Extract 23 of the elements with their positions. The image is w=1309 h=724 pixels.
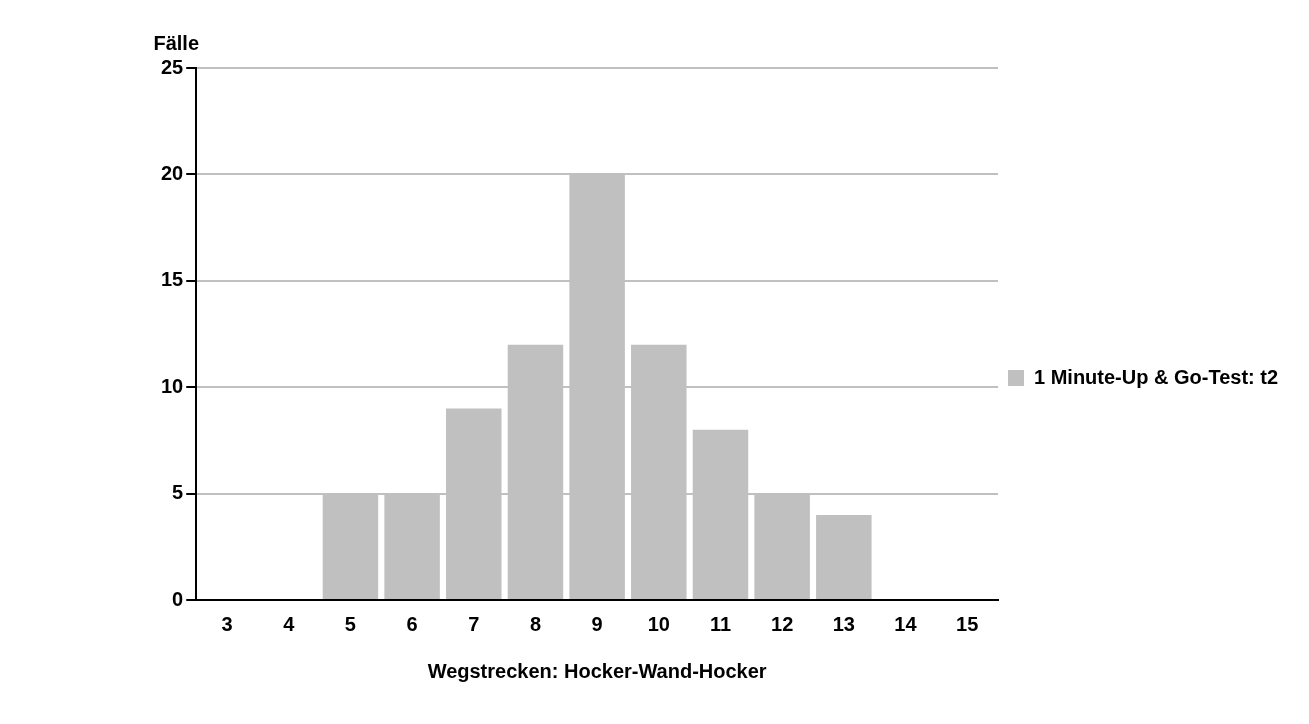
- x-tick-label: 3: [221, 612, 233, 635]
- x-tick-label: 4: [283, 612, 296, 635]
- x-tick-label: 7: [468, 612, 480, 635]
- y-tick-label: 0: [172, 587, 184, 610]
- y-axis-title: Fälle: [153, 31, 200, 54]
- y-tick-label: 20: [161, 161, 184, 184]
- y-tick-label: 10: [161, 374, 184, 397]
- x-tick-label: 6: [406, 612, 418, 635]
- x-tick-label: 9: [591, 612, 603, 635]
- x-tick-label: 13: [832, 612, 855, 635]
- bar: [816, 514, 872, 599]
- y-tick-label: 5: [172, 481, 184, 504]
- x-tick-label: 11: [709, 612, 732, 635]
- legend-label: 1 Minute-Up & Go-Test: t2: [1034, 365, 1279, 388]
- y-tick-label: 25: [161, 55, 184, 78]
- y-tick-label: 15: [161, 268, 184, 291]
- x-tick-label: 5: [344, 612, 356, 635]
- x-axis-title: Wegstrecken: Hocker-Wand-Hocker: [427, 659, 767, 682]
- x-tick-label: 14: [894, 612, 918, 635]
- x-tick-label: 12: [771, 612, 794, 635]
- x-tick-label: 15: [956, 612, 979, 635]
- x-tick-label: 8: [529, 612, 542, 635]
- x-tick-label: 10: [647, 612, 670, 635]
